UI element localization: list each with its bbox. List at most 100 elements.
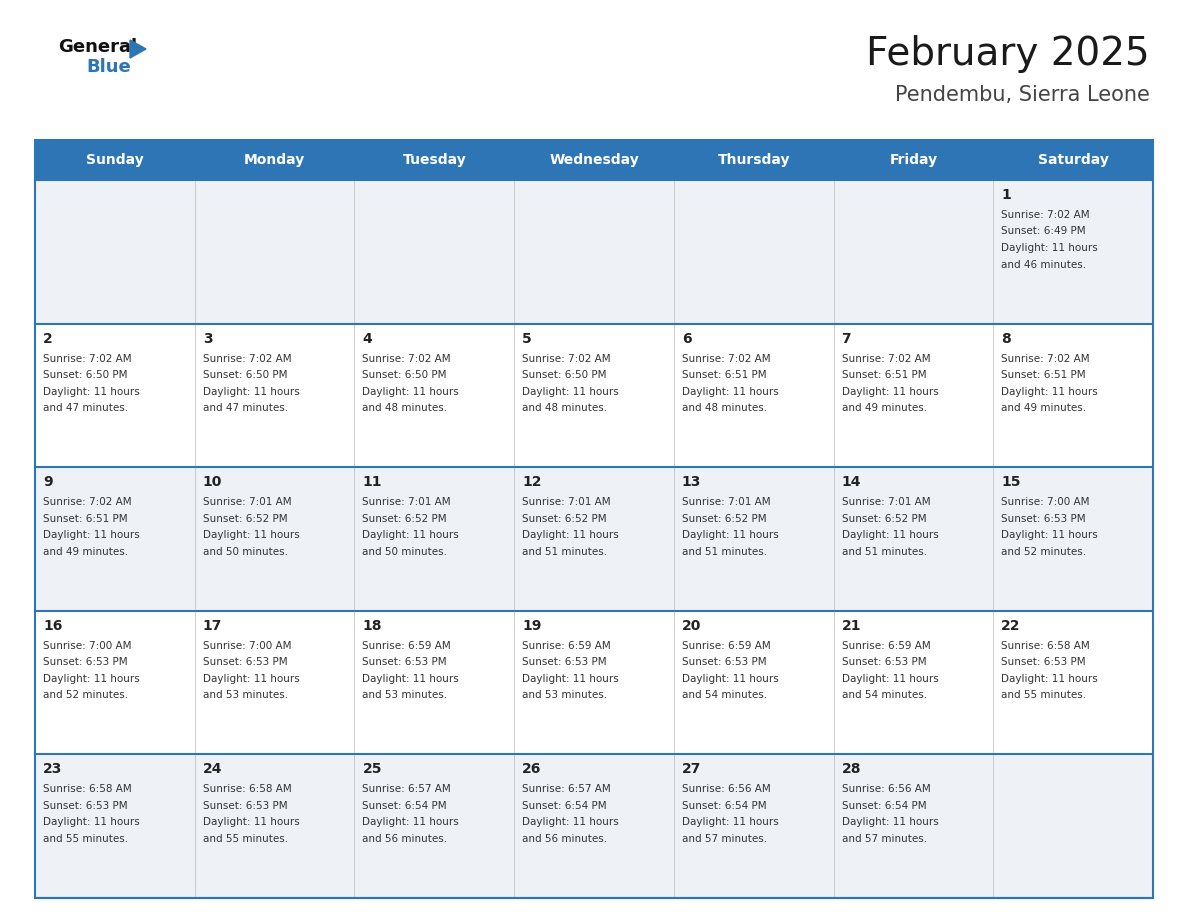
Text: Sunrise: 7:01 AM: Sunrise: 7:01 AM bbox=[362, 498, 451, 508]
Text: 9: 9 bbox=[43, 476, 52, 489]
Text: and 55 minutes.: and 55 minutes. bbox=[203, 834, 287, 844]
Bar bbox=[674, 324, 834, 467]
Text: Sunrise: 7:01 AM: Sunrise: 7:01 AM bbox=[682, 498, 771, 508]
Text: 12: 12 bbox=[523, 476, 542, 489]
Text: Sunset: 6:51 PM: Sunset: 6:51 PM bbox=[43, 514, 127, 523]
Text: Daylight: 11 hours: Daylight: 11 hours bbox=[682, 386, 778, 397]
Text: 25: 25 bbox=[362, 763, 381, 777]
Text: 2: 2 bbox=[43, 331, 52, 345]
Text: 24: 24 bbox=[203, 763, 222, 777]
Text: Sunrise: 7:00 AM: Sunrise: 7:00 AM bbox=[203, 641, 291, 651]
Text: Sunset: 6:52 PM: Sunset: 6:52 PM bbox=[523, 514, 607, 523]
Text: Sunrise: 7:02 AM: Sunrise: 7:02 AM bbox=[1001, 353, 1089, 364]
Text: 10: 10 bbox=[203, 476, 222, 489]
Text: Sunrise: 6:58 AM: Sunrise: 6:58 AM bbox=[43, 784, 132, 794]
Text: Daylight: 11 hours: Daylight: 11 hours bbox=[682, 674, 778, 684]
Text: 23: 23 bbox=[43, 763, 63, 777]
Text: Sunset: 6:52 PM: Sunset: 6:52 PM bbox=[203, 514, 287, 523]
Text: and 48 minutes.: and 48 minutes. bbox=[682, 403, 767, 413]
Text: 16: 16 bbox=[43, 619, 63, 633]
Text: Daylight: 11 hours: Daylight: 11 hours bbox=[1001, 386, 1098, 397]
Text: Sunset: 6:53 PM: Sunset: 6:53 PM bbox=[1001, 657, 1086, 667]
Text: 20: 20 bbox=[682, 619, 701, 633]
Bar bbox=[34, 755, 195, 898]
Text: and 55 minutes.: and 55 minutes. bbox=[43, 834, 128, 844]
Text: and 49 minutes.: and 49 minutes. bbox=[841, 403, 927, 413]
Bar bbox=[354, 180, 514, 324]
Bar bbox=[674, 180, 834, 324]
Text: Daylight: 11 hours: Daylight: 11 hours bbox=[43, 531, 140, 540]
Text: and 57 minutes.: and 57 minutes. bbox=[682, 834, 767, 844]
Text: and 53 minutes.: and 53 minutes. bbox=[362, 690, 448, 700]
Text: and 52 minutes.: and 52 minutes. bbox=[43, 690, 128, 700]
Text: and 56 minutes.: and 56 minutes. bbox=[523, 834, 607, 844]
Text: Daylight: 11 hours: Daylight: 11 hours bbox=[362, 531, 460, 540]
Text: Daylight: 11 hours: Daylight: 11 hours bbox=[523, 817, 619, 827]
Text: Saturday: Saturday bbox=[1037, 153, 1108, 167]
Bar bbox=[34, 180, 195, 324]
Bar bbox=[34, 467, 195, 610]
Text: Sunset: 6:53 PM: Sunset: 6:53 PM bbox=[1001, 514, 1086, 523]
Text: February 2025: February 2025 bbox=[866, 35, 1150, 73]
Text: Sunset: 6:53 PM: Sunset: 6:53 PM bbox=[841, 657, 927, 667]
Text: and 50 minutes.: and 50 minutes. bbox=[362, 547, 448, 556]
Bar bbox=[834, 140, 993, 180]
Text: 15: 15 bbox=[1001, 476, 1020, 489]
Bar bbox=[514, 467, 674, 610]
Text: Sunrise: 6:59 AM: Sunrise: 6:59 AM bbox=[362, 641, 451, 651]
Text: 19: 19 bbox=[523, 619, 542, 633]
Text: Sunset: 6:54 PM: Sunset: 6:54 PM bbox=[682, 800, 766, 811]
Bar bbox=[514, 140, 674, 180]
Polygon shape bbox=[129, 40, 146, 58]
Text: Sunrise: 6:56 AM: Sunrise: 6:56 AM bbox=[841, 784, 930, 794]
Text: 18: 18 bbox=[362, 619, 381, 633]
Text: Sunrise: 6:59 AM: Sunrise: 6:59 AM bbox=[841, 641, 930, 651]
Text: Sunset: 6:54 PM: Sunset: 6:54 PM bbox=[362, 800, 447, 811]
Bar bbox=[354, 324, 514, 467]
Text: Daylight: 11 hours: Daylight: 11 hours bbox=[203, 531, 299, 540]
Text: and 47 minutes.: and 47 minutes. bbox=[43, 403, 128, 413]
Bar bbox=[354, 610, 514, 755]
Text: Sunrise: 7:00 AM: Sunrise: 7:00 AM bbox=[43, 641, 132, 651]
Text: Daylight: 11 hours: Daylight: 11 hours bbox=[841, 386, 939, 397]
Text: and 51 minutes.: and 51 minutes. bbox=[682, 547, 767, 556]
Text: 7: 7 bbox=[841, 331, 851, 345]
Text: and 49 minutes.: and 49 minutes. bbox=[43, 547, 128, 556]
Text: Friday: Friday bbox=[890, 153, 937, 167]
Text: Sunset: 6:51 PM: Sunset: 6:51 PM bbox=[1001, 370, 1086, 380]
Bar bbox=[834, 610, 993, 755]
Text: Sunset: 6:50 PM: Sunset: 6:50 PM bbox=[203, 370, 287, 380]
Bar bbox=[834, 324, 993, 467]
Text: and 56 minutes.: and 56 minutes. bbox=[362, 834, 448, 844]
Bar bbox=[674, 467, 834, 610]
Text: Daylight: 11 hours: Daylight: 11 hours bbox=[203, 386, 299, 397]
Text: Sunrise: 6:58 AM: Sunrise: 6:58 AM bbox=[203, 784, 291, 794]
Text: Daylight: 11 hours: Daylight: 11 hours bbox=[203, 674, 299, 684]
Text: Wednesday: Wednesday bbox=[549, 153, 639, 167]
Text: and 48 minutes.: and 48 minutes. bbox=[362, 403, 448, 413]
Bar bbox=[514, 610, 674, 755]
Text: Daylight: 11 hours: Daylight: 11 hours bbox=[841, 817, 939, 827]
Text: Monday: Monday bbox=[244, 153, 305, 167]
Text: 3: 3 bbox=[203, 331, 213, 345]
Text: Sunrise: 7:00 AM: Sunrise: 7:00 AM bbox=[1001, 498, 1089, 508]
Text: and 46 minutes.: and 46 minutes. bbox=[1001, 260, 1086, 270]
Text: 1: 1 bbox=[1001, 188, 1011, 202]
Text: Daylight: 11 hours: Daylight: 11 hours bbox=[43, 674, 140, 684]
Text: Daylight: 11 hours: Daylight: 11 hours bbox=[682, 817, 778, 827]
Bar bbox=[834, 467, 993, 610]
Text: 22: 22 bbox=[1001, 619, 1020, 633]
Text: 21: 21 bbox=[841, 619, 861, 633]
Text: Sunset: 6:52 PM: Sunset: 6:52 PM bbox=[841, 514, 927, 523]
Bar bbox=[195, 140, 354, 180]
Bar bbox=[993, 755, 1154, 898]
Text: and 55 minutes.: and 55 minutes. bbox=[1001, 690, 1086, 700]
Bar bbox=[834, 755, 993, 898]
Text: Pendembu, Sierra Leone: Pendembu, Sierra Leone bbox=[895, 85, 1150, 105]
Text: Sunset: 6:53 PM: Sunset: 6:53 PM bbox=[43, 657, 127, 667]
Bar bbox=[674, 610, 834, 755]
Bar bbox=[993, 324, 1154, 467]
Text: Sunrise: 7:02 AM: Sunrise: 7:02 AM bbox=[523, 353, 611, 364]
Text: Sunset: 6:51 PM: Sunset: 6:51 PM bbox=[841, 370, 927, 380]
Text: and 54 minutes.: and 54 minutes. bbox=[841, 690, 927, 700]
